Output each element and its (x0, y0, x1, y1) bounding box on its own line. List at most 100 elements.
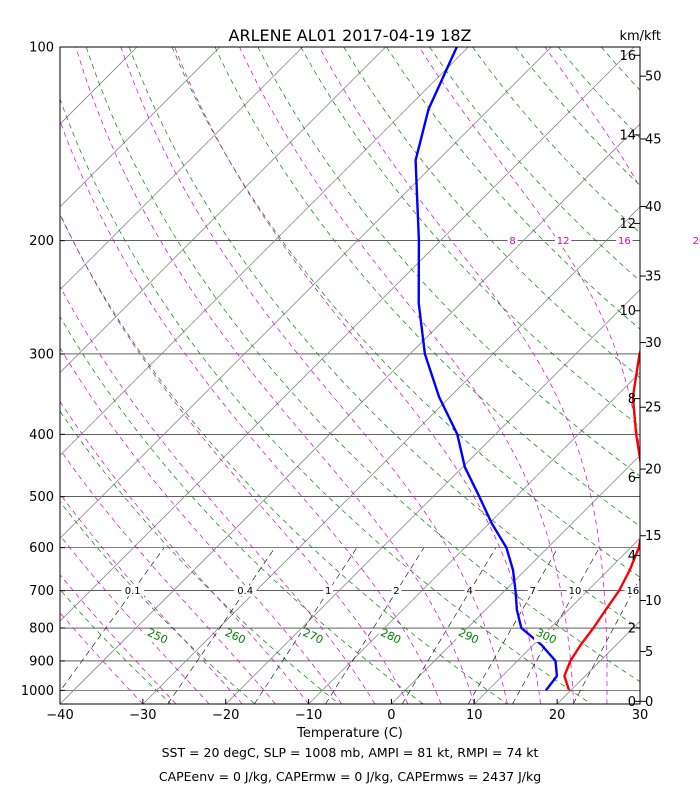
pressure-tick-label: 1000 (21, 684, 54, 699)
temperature-tick-label: 20 (549, 708, 566, 723)
caption-line-2: CAPEenv = 0 J/kg, CAPErmw = 0 J/kg, CAPE… (159, 769, 541, 784)
temperature-tick-label: −20 (212, 708, 239, 723)
series-line-temperature (563, 348, 640, 691)
moist-adiabat-label-bg (554, 235, 572, 247)
kft-tick-label: 25 (645, 401, 662, 416)
mixing-ratio-label: 10 (569, 586, 582, 597)
km-tick-label: 0 (628, 695, 636, 710)
moist-adiabat-line (174, 47, 541, 704)
dry-adiabat-line (60, 97, 592, 704)
right-axis-label: km/kft (619, 29, 661, 44)
mixing-ratio-label-bg (391, 585, 402, 597)
mixing-ratio-label-bg (566, 585, 584, 597)
mixing-ratio-label-bg (233, 585, 257, 597)
kft-tick-label: 35 (645, 270, 662, 285)
isotherm-line (60, 47, 386, 374)
pressure-tick-label: 600 (29, 541, 54, 556)
moist-adiabat-line (60, 212, 409, 704)
mixing-ratio-line (467, 547, 559, 704)
isotherm-line (60, 47, 221, 208)
moist-adiabat-line (60, 347, 342, 704)
moist-adiabat-line (418, 47, 640, 704)
kft-tick-label: 20 (645, 463, 662, 478)
moist-adiabat-line (318, 47, 608, 704)
mixing-ratio-label-bg (624, 585, 642, 597)
dry-adiabat-line (60, 213, 508, 704)
mixing-ratio-line (401, 547, 497, 704)
moist-adiabat-label: 8 (509, 236, 515, 247)
pressure-tick-label: 900 (29, 654, 54, 669)
isotherm-line (60, 47, 635, 622)
isotherm-line (225, 289, 640, 704)
moist-adiabat-line (75, 47, 475, 704)
pressure-tick-label: 300 (29, 347, 54, 362)
mixing-ratio-label-bg (464, 585, 475, 597)
moist-adiabat-line (60, 493, 243, 704)
plot-series (414, 47, 640, 692)
kft-tick-label: 45 (645, 133, 662, 148)
km-tick-label: 8 (628, 392, 636, 407)
kft-tick-label: 15 (645, 529, 662, 544)
moist-adiabat-label-bg (507, 235, 518, 247)
dry-adiabat-label-bg (223, 629, 248, 643)
moist-adiabat-label-bg (690, 235, 700, 247)
caption-line-1: SST = 20 degC, SLP = 1008 mb, AMPI = 81 … (162, 745, 539, 760)
moist-adiabat-line (120, 47, 508, 704)
km-tick-label: 4 (628, 549, 636, 564)
moist-adiabat-label: 20 (693, 236, 700, 247)
isotherm-line (60, 47, 303, 291)
kft-tick-label: 5 (645, 645, 653, 660)
dry-adiabat-line (515, 47, 640, 186)
mixing-ratio-label: 0.4 (237, 586, 253, 597)
moist-adiabat-line (60, 574, 177, 704)
series-line-dewpoint (414, 47, 559, 692)
dry-adiabat-line (257, 47, 640, 477)
mixing-ratio-label: 16 (626, 586, 639, 597)
temperature-tick-label: −30 (129, 708, 156, 723)
moist-adiabat-line (60, 534, 210, 704)
temperature-tick-label: −10 (295, 708, 322, 723)
pressure-tick-label: 500 (29, 490, 54, 505)
mixing-ratio-label: 1 (325, 586, 331, 597)
mixing-ratio-label-bg (121, 585, 144, 597)
dry-adiabat-label-bg (534, 629, 559, 643)
kft-tick-label: 50 (645, 70, 662, 85)
moist-adiabat-line (60, 449, 276, 704)
dry-adiabat-label-bg (456, 629, 481, 643)
mixing-ratio-line (325, 547, 425, 704)
dry-adiabat-line (60, 315, 424, 704)
isotherm-line (474, 537, 640, 704)
pressure-tick-label: 700 (29, 584, 54, 599)
pressure-tick-label: 200 (29, 234, 54, 249)
temperature-tick-label: 30 (632, 708, 649, 723)
km-tick-label: 2 (628, 622, 636, 637)
dry-adiabat-line (300, 47, 640, 428)
temperature-tick-label: 10 (466, 708, 483, 723)
mixing-ratio-line (254, 547, 358, 704)
isotherm-line (391, 454, 640, 704)
plot-frame (59, 46, 641, 705)
km-tick-label: 6 (628, 471, 636, 486)
moist-adiabat-label: 16 (618, 236, 631, 247)
dry-adiabat-line (171, 47, 640, 578)
mixing-ratio-label: 0.1 (125, 586, 141, 597)
mixing-ratio-label: 2 (393, 586, 399, 597)
moist-adiabat-line (60, 612, 144, 704)
isotherm-line (60, 47, 469, 456)
inplot-labels: 0.10.41247101681216202428322502602702802… (121, 235, 700, 647)
mixing-ratio-label: 4 (467, 586, 473, 597)
moist-adiabat-line (239, 47, 575, 704)
isotherm-line (60, 47, 552, 539)
mixing-ratio-label-bg (323, 585, 334, 597)
temperature-tick-label: 0 (387, 708, 395, 723)
pressure-tick-label: 400 (29, 428, 54, 443)
km-tick-label: 12 (619, 217, 636, 232)
mixing-ratio-line (167, 547, 276, 704)
temperature-tick-label: −40 (46, 708, 73, 723)
mixing-ratio-label: 7 (530, 586, 536, 597)
moist-adiabat-line (60, 119, 442, 704)
isotherm-line (60, 123, 640, 704)
moist-adiabat-label-bg (616, 235, 633, 247)
